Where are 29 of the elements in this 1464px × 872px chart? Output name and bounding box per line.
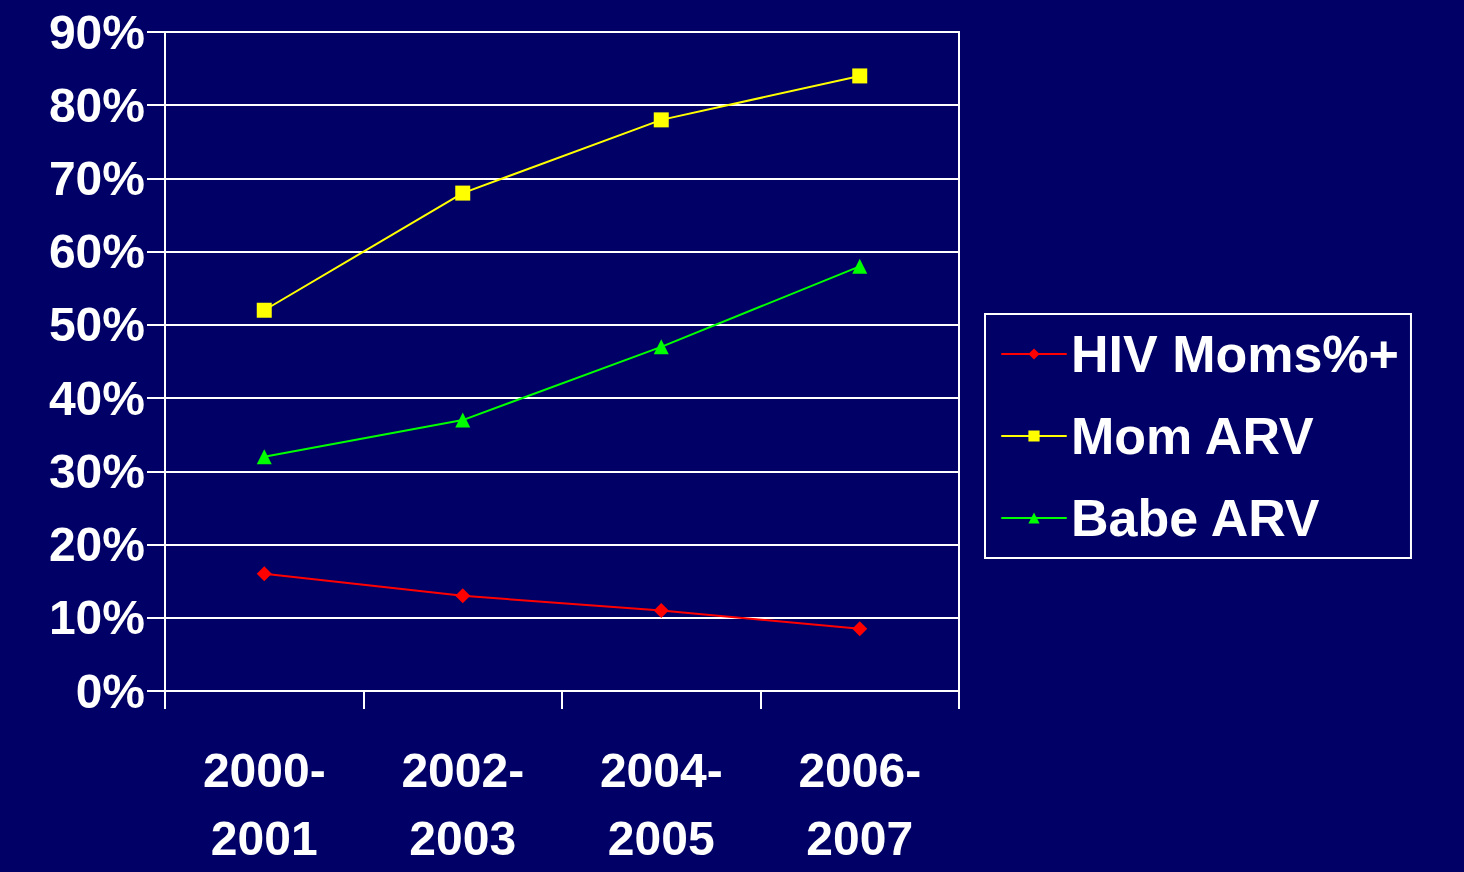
point <box>653 602 669 618</box>
point <box>653 112 669 128</box>
point <box>852 258 868 274</box>
legend-label: HIV Moms%+ <box>1071 325 1399 383</box>
y-tick-label: 20% <box>48 518 145 572</box>
point <box>256 566 272 582</box>
x-tick-label: 2000-2001 <box>202 743 326 865</box>
x-tick-label: 2004-2005 <box>599 743 723 865</box>
y-tick-label: 60% <box>48 225 145 279</box>
point <box>852 621 868 637</box>
legend-label: Mom ARV <box>1071 407 1314 465</box>
point <box>455 412 471 428</box>
y-tick-label: 70% <box>48 151 145 205</box>
y-tick-label: 10% <box>48 591 145 645</box>
y-tick-label: 40% <box>48 371 145 425</box>
point <box>852 68 868 84</box>
y-tick-label: 90% <box>48 5 145 59</box>
point <box>455 588 471 604</box>
y-tick-label: 0% <box>75 664 145 718</box>
point <box>455 185 471 201</box>
x-tick-label: 2006-2007 <box>798 743 922 865</box>
y-tick-label: 50% <box>48 298 145 352</box>
legend-label: Babe ARV <box>1071 489 1320 547</box>
point <box>256 302 272 318</box>
point <box>653 339 669 355</box>
y-tick-label: 30% <box>48 444 145 498</box>
point <box>256 449 272 465</box>
y-tick-label: 80% <box>48 78 145 132</box>
x-tick-label: 2002-2003 <box>401 743 525 865</box>
